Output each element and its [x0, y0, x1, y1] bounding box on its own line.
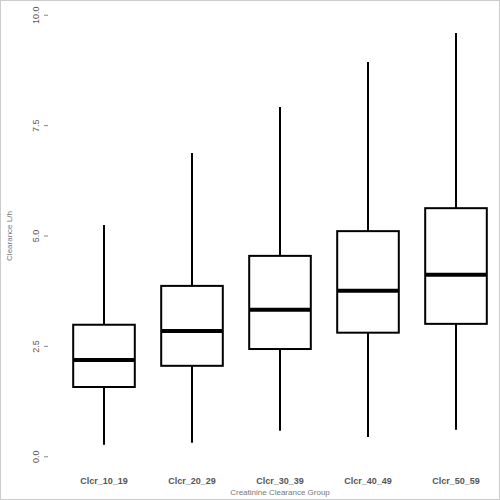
x-axis-title: Creatinine Clearance Group: [230, 488, 330, 497]
median-line: [161, 329, 223, 333]
lower-whisker: [191, 366, 193, 443]
x-tick-label: Clcr_50_59: [432, 476, 480, 486]
upper-whisker: [191, 153, 193, 286]
upper-whisker: [279, 107, 281, 256]
page-border: [1, 1, 500, 500]
y-axis-title: Clearance L/h: [5, 211, 14, 261]
y-tick: [44, 456, 48, 457]
y-tick-label: 0.0: [31, 450, 41, 463]
x-tick-label: Clcr_40_49: [344, 476, 392, 486]
y-tick-label: 10.0: [31, 6, 41, 24]
y-tick-label: 7.5: [31, 119, 41, 132]
y-tick-label: 5.0: [31, 230, 41, 243]
upper-whisker: [367, 62, 369, 231]
y-tick: [44, 346, 48, 347]
y-tick: [44, 15, 48, 16]
box: [73, 325, 135, 387]
upper-whisker: [455, 33, 457, 208]
median-line: [425, 273, 487, 277]
y-tick-label: 2.5: [31, 340, 41, 353]
lower-whisker: [279, 349, 281, 431]
chart-root: 0.0 2.5 5.0 7.5 10.0 Clearance L/h Clcr_10_19 C…: [0, 0, 500, 500]
lower-whisker: [367, 333, 369, 437]
lower-whisker: [455, 324, 457, 430]
median-line: [337, 289, 399, 293]
x-tick-label: Clcr_10_19: [80, 476, 128, 486]
x-tick-label: Clcr_20_29: [168, 476, 216, 486]
median-line: [73, 358, 135, 362]
chart-svg: 0.0 2.5 5.0 7.5 10.0 Clearance L/h Clcr_10_19 C…: [0, 0, 500, 500]
upper-whisker: [103, 225, 105, 325]
box: [337, 231, 399, 333]
x-tick-label: Clcr_30_39: [256, 476, 304, 486]
median-line: [249, 308, 311, 312]
plot-area: [73, 33, 487, 445]
box: [249, 256, 311, 349]
y-tick: [44, 125, 48, 126]
box: [425, 208, 487, 324]
box: [161, 286, 223, 366]
y-tick: [44, 236, 48, 237]
lower-whisker: [103, 387, 105, 445]
